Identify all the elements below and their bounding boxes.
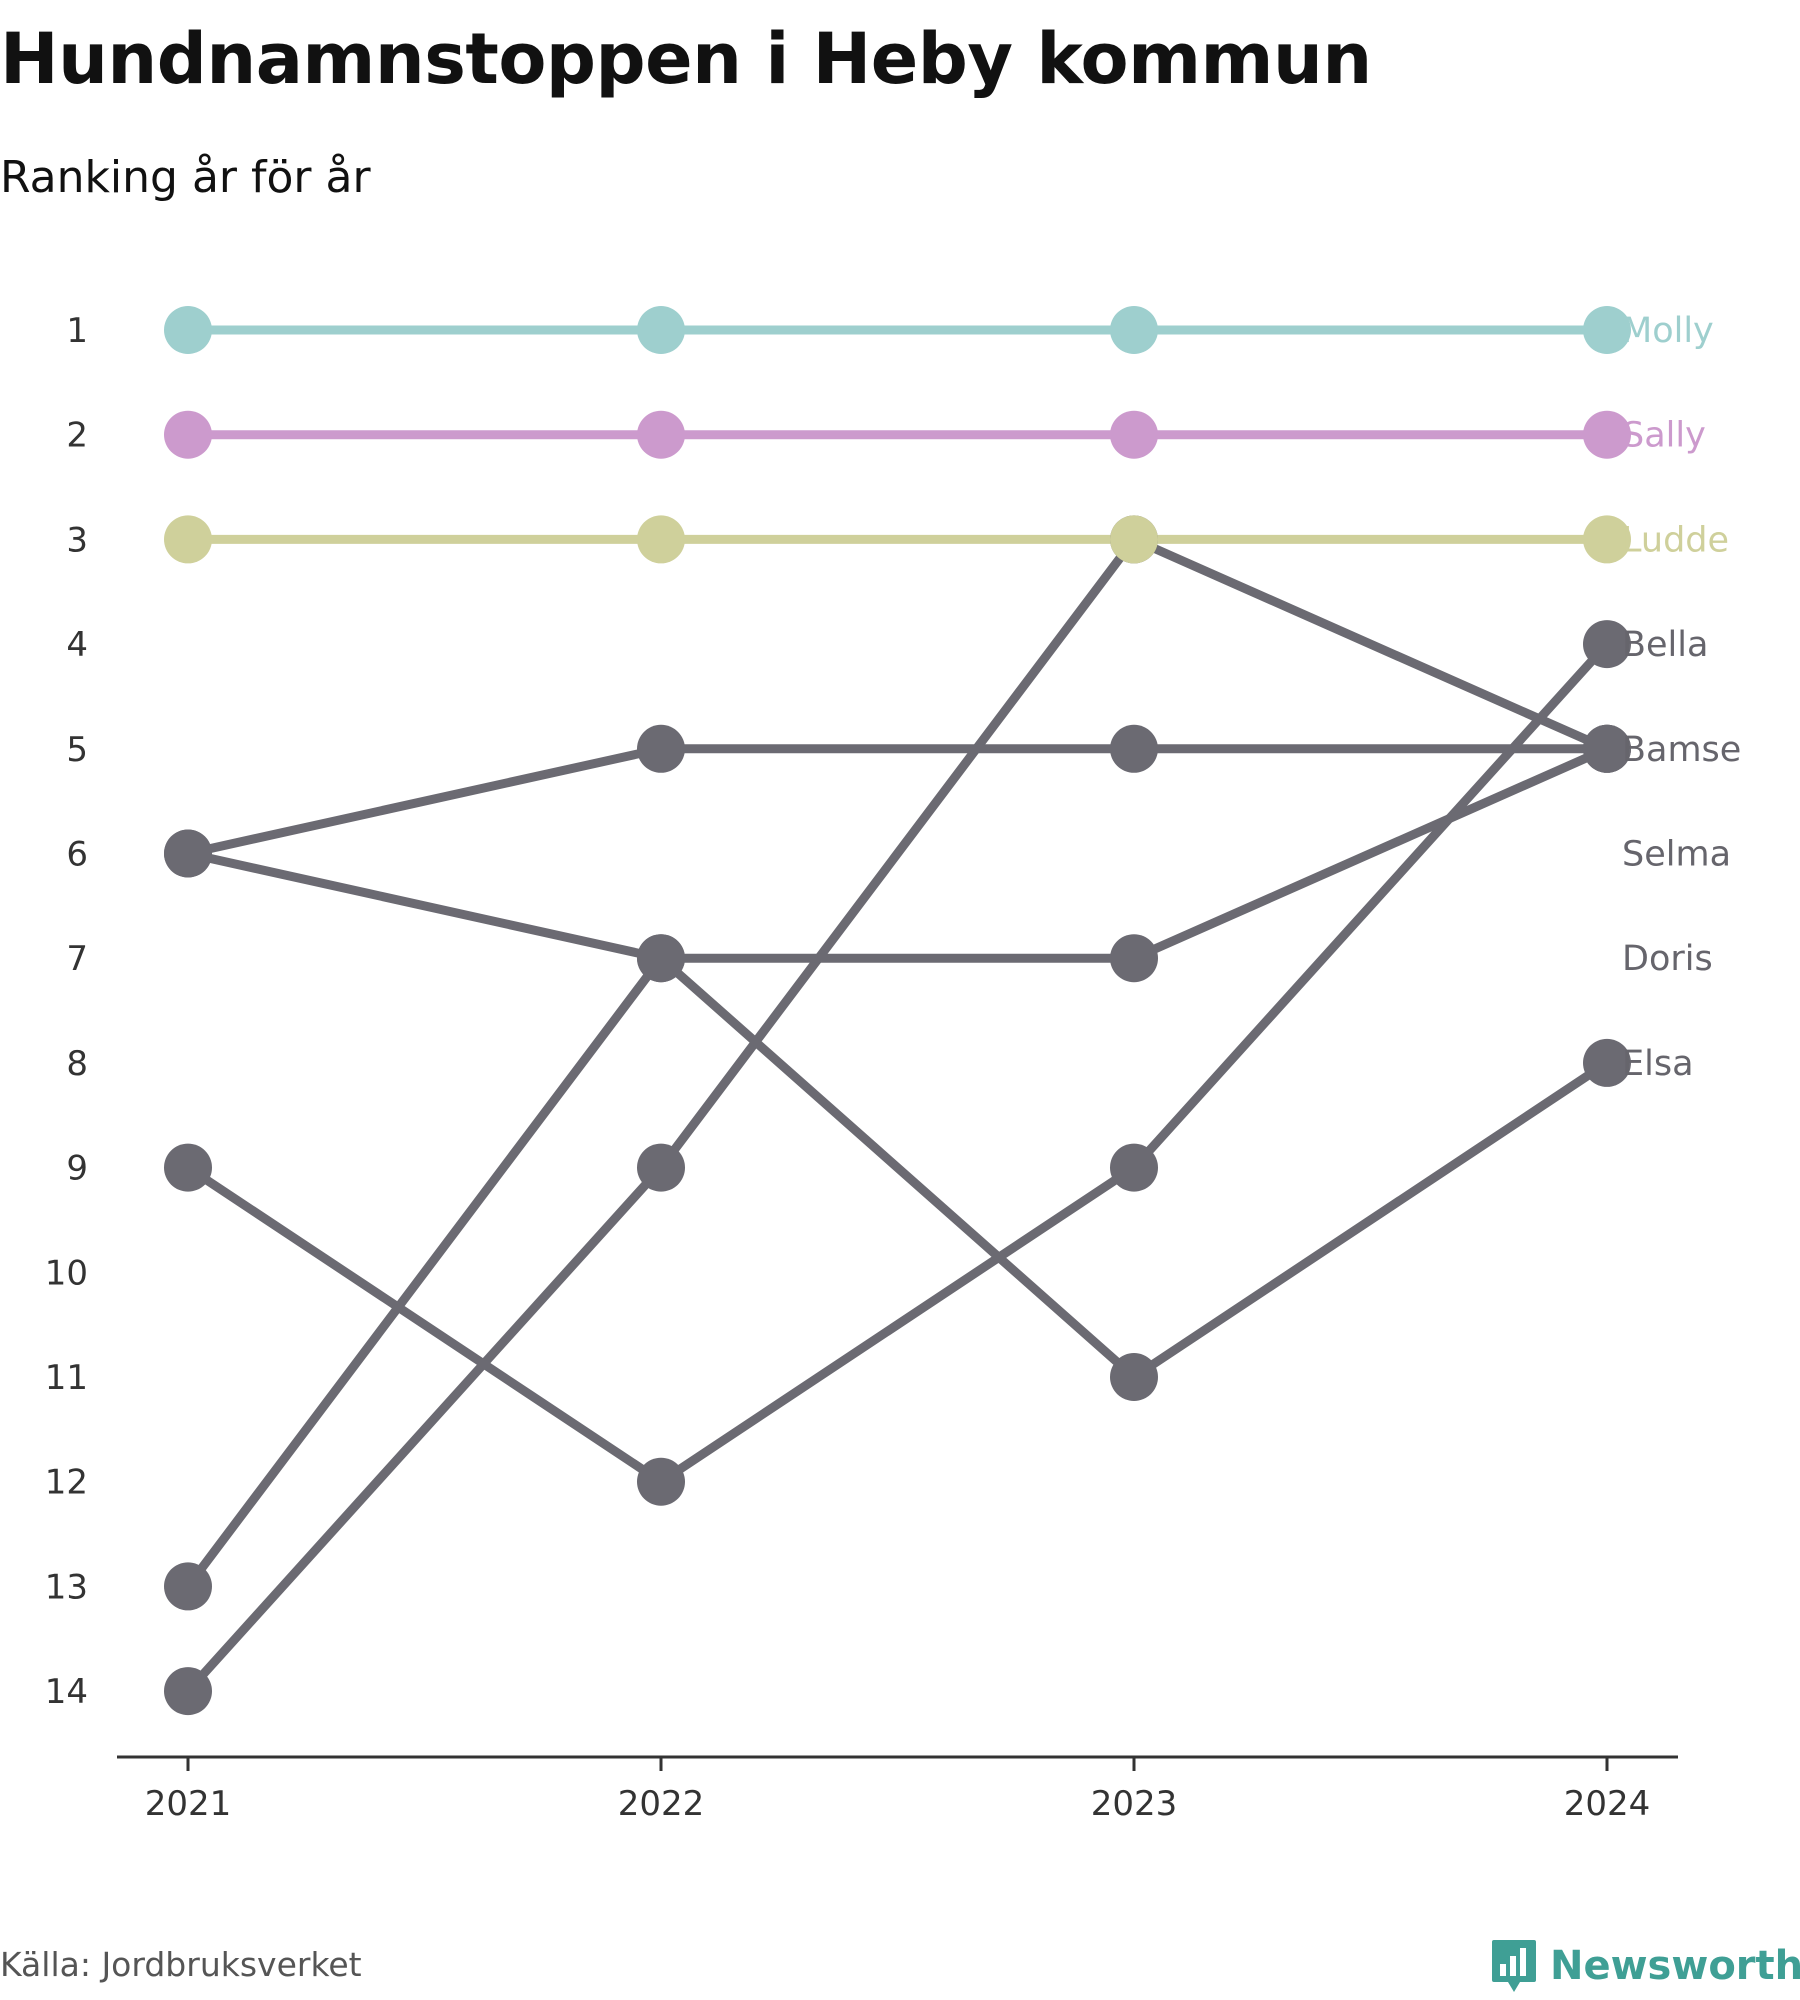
data-point-sally	[1583, 410, 1631, 459]
brand-logo: Newsworthy	[1490, 1938, 1800, 1994]
data-point-selma	[637, 724, 685, 773]
series-label-bella: Bella	[1622, 625, 1708, 665]
data-point-doris	[637, 934, 685, 983]
y-tick-label: 4	[66, 625, 88, 665]
data-point-selma	[1583, 724, 1631, 773]
data-point-sally	[637, 410, 685, 459]
y-tick-label: 11	[45, 1358, 88, 1398]
data-point-molly	[637, 306, 685, 354]
y-tick-label: 7	[66, 939, 88, 979]
data-point-bella	[164, 1667, 212, 1716]
source-note: Källa: Jordbruksverket	[0, 1945, 362, 1984]
series-label-selma: Selma	[1622, 835, 1731, 875]
data-point-ludde	[1583, 515, 1631, 564]
data-point-doris	[1110, 1353, 1158, 1401]
chart-title: Hundnamnstoppen i Heby kommun	[0, 18, 1372, 100]
data-point-doris	[1583, 1038, 1631, 1087]
data-point-elsa	[637, 1457, 685, 1506]
y-tick-label: 12	[45, 1463, 88, 1503]
y-tick-label: 8	[66, 1044, 88, 1084]
series-label-doris: Doris	[1622, 939, 1713, 979]
data-point-elsa	[164, 1143, 212, 1192]
y-tick-label: 13	[45, 1567, 88, 1607]
data-point-ludde	[164, 515, 212, 564]
x-tick-label: 2024	[1564, 1784, 1651, 1824]
y-tick-label: 3	[66, 520, 88, 560]
data-point-ludde	[1110, 515, 1158, 564]
data-point-sally	[164, 410, 212, 459]
series-line-doris	[183, 849, 1612, 1382]
series-label-elsa: Elsa	[1622, 1044, 1694, 1084]
y-tick-label: 14	[45, 1672, 88, 1712]
series-label-sally: Sally	[1622, 416, 1706, 456]
series-label-molly: Molly	[1622, 311, 1714, 351]
y-tick-label: 9	[66, 1149, 88, 1189]
brand-name: Newsworthy	[1550, 1943, 1800, 1989]
data-point-ludde	[637, 515, 685, 564]
data-point-sally	[1110, 410, 1158, 459]
series-lines	[183, 325, 1612, 1696]
series-label-bamse: Bamse	[1622, 730, 1741, 770]
chart-subtitle: Ranking år för år	[0, 152, 371, 203]
y-tick-label: 1	[66, 311, 88, 351]
data-point-elsa	[1583, 620, 1631, 669]
series-line-bella	[183, 534, 1612, 1696]
data-point-molly	[1110, 306, 1158, 354]
data-point-elsa	[1110, 1143, 1158, 1192]
y-tick-label: 6	[66, 835, 88, 875]
series-line-elsa	[183, 639, 1612, 1487]
bar-chart-speech-bubble-icon	[1492, 1940, 1536, 1992]
x-axis: 2021 2022 2023 2024	[117, 1755, 1678, 1824]
x-tick-label: 2023	[1091, 1784, 1178, 1824]
data-point-bamse	[1110, 934, 1158, 983]
x-tick-label: 2021	[145, 1784, 232, 1824]
y-tick-label: 10	[45, 1253, 88, 1293]
chart-plot: MollySallyLuddeBellaBamseSelmaDorisElsa …	[45, 306, 1741, 1824]
data-point-selma	[1110, 724, 1158, 773]
data-point-bamse	[164, 1562, 212, 1611]
y-tick-label: 2	[66, 416, 88, 456]
series-label-ludde: Ludde	[1622, 520, 1729, 560]
data-point-bella	[637, 1143, 685, 1192]
series-points	[164, 306, 1631, 1716]
series-line-selma	[183, 744, 1612, 858]
data-point-molly	[1583, 306, 1631, 354]
data-point-molly	[164, 306, 212, 354]
x-tick-label: 2022	[618, 1784, 705, 1824]
y-tick-label: 5	[66, 730, 88, 770]
data-point-doris	[164, 829, 212, 878]
series-labels: Molly Sally Ludde Bella Bamse Selma Doris Elsa	[1622, 311, 1741, 1084]
series-line-bamse	[183, 744, 1612, 1591]
